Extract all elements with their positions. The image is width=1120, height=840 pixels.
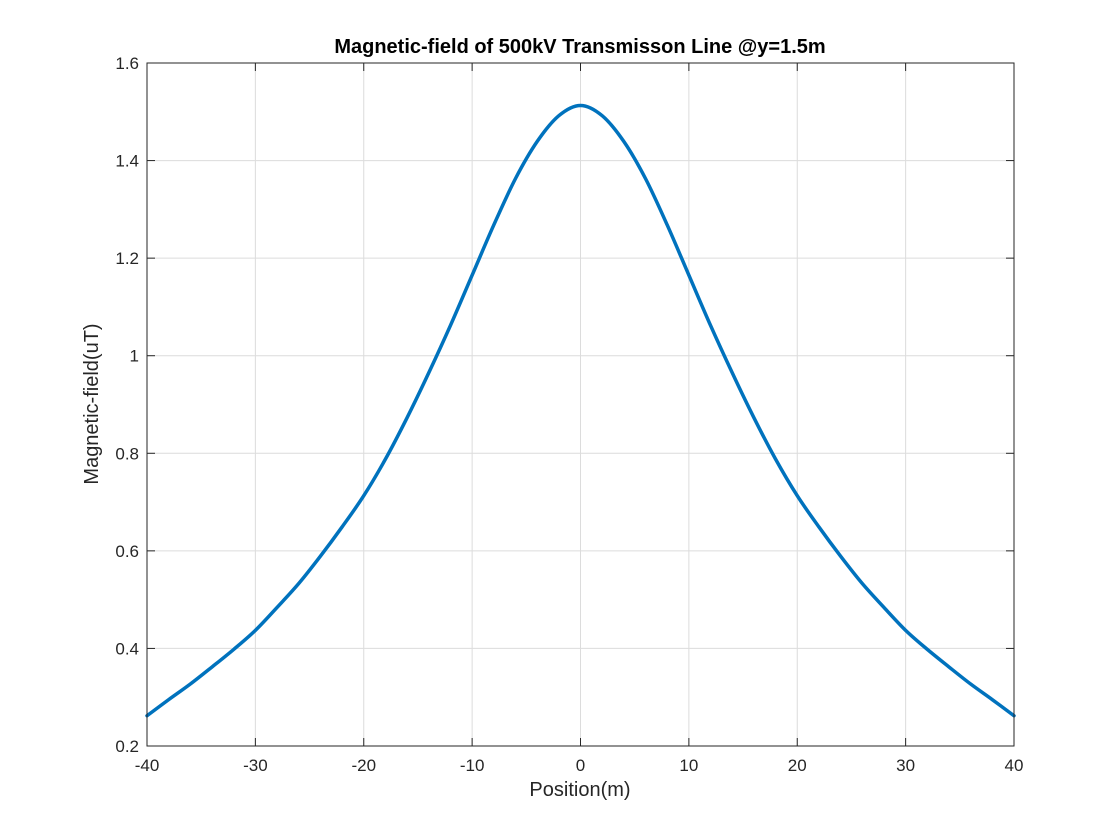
chart-title: Magnetic-field of 500kV Transmisson Line… bbox=[334, 36, 825, 58]
y-tick-label: 1.4 bbox=[115, 152, 139, 171]
x-tick-label: 10 bbox=[679, 756, 698, 775]
x-tick-labels: -40 -30 -20 -10 0 10 20 30 40 bbox=[135, 756, 1024, 775]
y-axis-label: Magnetic-field(uT) bbox=[81, 323, 103, 484]
y-tick-labels: 0.2 0.4 0.6 0.8 1 1.2 1.4 1.6 bbox=[115, 54, 139, 756]
x-tick-label: 40 bbox=[1005, 756, 1024, 775]
series-line bbox=[145, 103, 1016, 718]
y-tick-label: 0.4 bbox=[115, 639, 139, 658]
x-tick-label: -10 bbox=[460, 756, 485, 775]
y-tick-label: 1.6 bbox=[115, 54, 139, 73]
y-tick-label: 0.6 bbox=[115, 542, 139, 561]
x-tick-label: -40 bbox=[135, 756, 160, 775]
y-tick-label: 0.2 bbox=[115, 737, 139, 756]
x-tick-label: 30 bbox=[896, 756, 915, 775]
y-tick-label: 1 bbox=[130, 347, 139, 366]
x-tick-label: 20 bbox=[788, 756, 807, 775]
x-tick-label: -30 bbox=[243, 756, 268, 775]
y-tick-label: 1.2 bbox=[115, 249, 139, 268]
x-axis-label: Position(m) bbox=[529, 779, 630, 801]
x-tick-label: 0 bbox=[576, 756, 585, 775]
plot-frame bbox=[146, 62, 1015, 747]
y-tick-label: 0.8 bbox=[115, 444, 139, 463]
x-tick-label: -20 bbox=[351, 756, 376, 775]
